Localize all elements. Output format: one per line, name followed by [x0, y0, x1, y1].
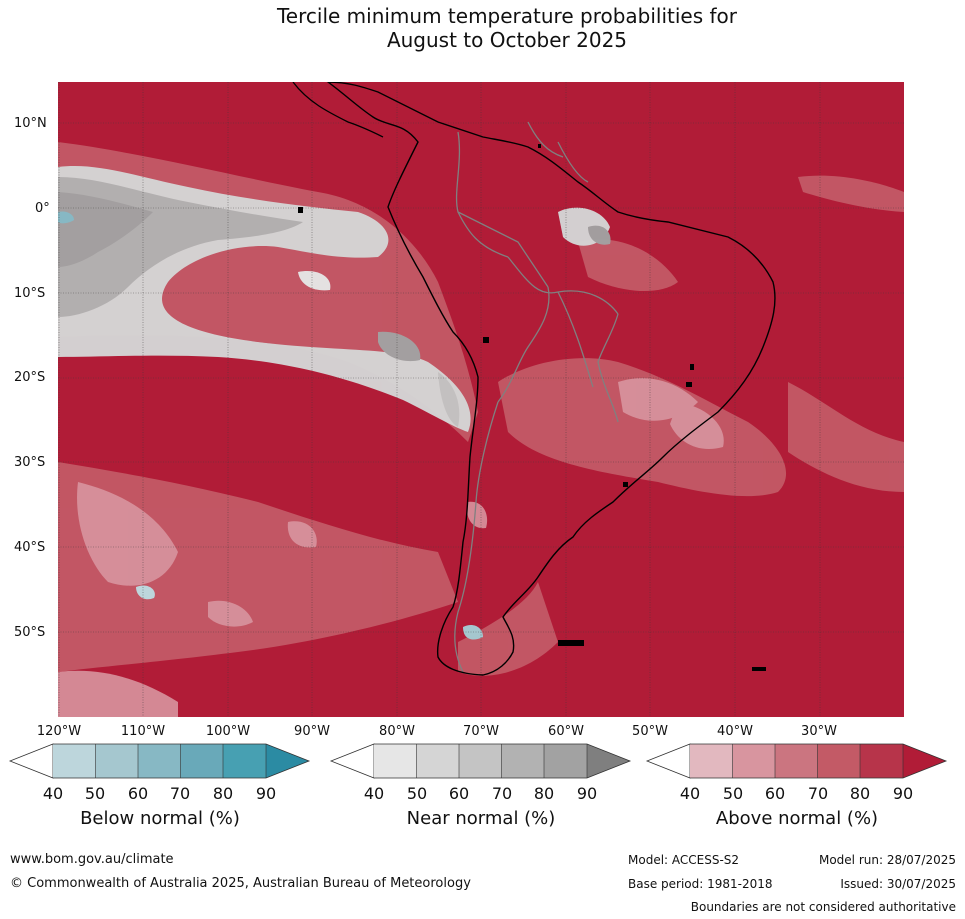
below-tick-80: 80: [212, 784, 234, 803]
longitude-label-120w: 120°W: [36, 724, 82, 739]
colorbar-above-swatch-60: [775, 744, 818, 778]
above-tick-60: 60: [764, 784, 786, 803]
colorbar-below-swatch-90: [266, 744, 309, 778]
model-run-text: Model run: 28/07/2025: [818, 853, 956, 867]
colorbar-below-swatch-80: [223, 744, 266, 778]
below-tick-60: 60: [127, 784, 149, 803]
colorbar-near-swatch-60: [459, 744, 502, 778]
map-canvas: [58, 82, 904, 717]
near-normal-region: [58, 166, 611, 433]
gridlines: [58, 82, 904, 717]
colorbar-near-swatch-40: [374, 744, 417, 778]
colorbar-above-swatch-70: [817, 744, 860, 778]
latitude-label-10s: 10°S: [14, 286, 46, 301]
below-tick-70: 70: [169, 784, 191, 803]
website-link[interactable]: www.bom.gov.au/climate: [10, 852, 174, 867]
near-tick-50: 50: [406, 784, 428, 803]
colorbar-above-swatch-40: [690, 744, 733, 778]
longitude-label-30w: 30°W: [801, 724, 837, 739]
colorbar-above-swatch-50: [732, 744, 775, 778]
below-tick-50: 50: [84, 784, 106, 803]
latitude-label-30s: 30°S: [14, 455, 46, 470]
near-tick-60: 60: [448, 784, 470, 803]
colorbar-near-swatch-80: [544, 744, 587, 778]
latitude-label-40s: 40°S: [14, 540, 46, 555]
copyright-text: © Commonwealth of Australia 2025, Austra…: [10, 876, 471, 891]
colorbar-below-swatch-60: [138, 744, 181, 778]
islands: [298, 144, 766, 671]
above-tick-40: 40: [679, 784, 701, 803]
latitude-label-equator: 0°: [35, 201, 50, 216]
title-line-2: August to October 2025: [386, 28, 628, 52]
near-tick-70: 70: [491, 784, 513, 803]
colorbar-near-swatch-90: [587, 744, 630, 778]
above-tick-50: 50: [722, 784, 744, 803]
issued-text: Issued: 30/07/2025: [840, 877, 956, 891]
below-normal-title: Below normal (%): [80, 808, 240, 829]
country-borders: [454, 121, 619, 673]
base-period-text: Base period: 1981-2018: [628, 877, 773, 891]
near-tick-80: 80: [533, 784, 555, 803]
longitude-label-100w: 100°W: [205, 724, 251, 739]
latitude-label-50s: 50°S: [14, 625, 46, 640]
longitude-label-110w: 110°W: [120, 724, 166, 739]
south-america-coastline: [326, 82, 776, 676]
colorbar-above-normal: [645, 743, 948, 779]
colorbar-below-normal: [8, 743, 311, 779]
probability-map: [58, 82, 904, 717]
longitude-label-90w: 90°W: [294, 724, 330, 739]
above-tick-80: 80: [849, 784, 871, 803]
disclaimer-text: Boundaries are not considered authoritat…: [690, 900, 956, 914]
colorbar-above-swatch-80: [860, 744, 903, 778]
colorbar-near-swatch-50: [416, 744, 459, 778]
colorbar-near-normal-swatches: [329, 743, 632, 779]
chart-title: Tercile minimum temperature probabilitie…: [0, 4, 965, 52]
model-text: Model: ACCESS-S2: [628, 853, 740, 867]
longitude-label-70w: 70°W: [463, 724, 499, 739]
colorbar-above-swatch-90: [903, 744, 946, 778]
colorbar-near-swatch-70: [501, 744, 544, 778]
colorbar-below-normal-swatches: [8, 743, 311, 779]
longitude-label-40w: 40°W: [717, 724, 753, 739]
central-america-coastline: [292, 82, 384, 138]
near-normal-title: Near normal (%): [406, 808, 556, 829]
latitude-label-20s: 20°S: [14, 370, 46, 385]
colorbar-below-swatch-40: [53, 744, 96, 778]
above-tick-90: 90: [892, 784, 914, 803]
above-tick-70: 70: [807, 784, 829, 803]
latitude-label-10n: 10°N: [14, 116, 47, 131]
below-tick-90: 90: [255, 784, 277, 803]
colorbar-below-swatch-70: [180, 744, 223, 778]
longitude-label-50w: 50°W: [632, 724, 668, 739]
title-line-1: Tercile minimum temperature probabilitie…: [276, 4, 738, 28]
colorbar-below-swatch-50: [95, 744, 138, 778]
near-tick-90: 90: [576, 784, 598, 803]
colorbar-above-normal-swatches: [645, 743, 948, 779]
below-tick-40: 40: [42, 784, 64, 803]
near-tick-40: 40: [363, 784, 385, 803]
above-normal-title: Above normal (%): [715, 808, 879, 829]
above-normal-light-bands: [58, 378, 724, 717]
longitude-label-80w: 80°W: [379, 724, 415, 739]
colorbar-near-normal: [329, 743, 632, 779]
longitude-label-60w: 60°W: [548, 724, 584, 739]
